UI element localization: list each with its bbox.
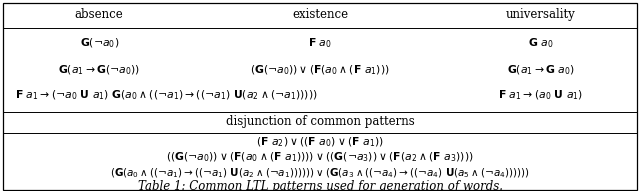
Text: Table 1: Common LTL patterns used for generation of words.: Table 1: Common LTL patterns used for ge… bbox=[138, 180, 502, 191]
Text: $\mathbf{G}(\neg a_0)$: $\mathbf{G}(\neg a_0)$ bbox=[79, 36, 119, 50]
Text: $\mathbf{G}\ a_0$: $\mathbf{G}\ a_0$ bbox=[528, 36, 554, 50]
Text: $\mathbf{G}(a_1 \to \mathbf{G}(\neg a_0))$: $\mathbf{G}(a_1 \to \mathbf{G}(\neg a_0)… bbox=[58, 63, 140, 77]
Text: $((\mathbf{G}(\neg a_0)) \vee (\mathbf{F}(a_0 \wedge (\mathbf{F}\ a_1)))) \vee (: $((\mathbf{G}(\neg a_0)) \vee (\mathbf{F… bbox=[166, 151, 474, 164]
Text: $(\mathbf{F}\ a_2) \vee ((\mathbf{F}\ a_0) \vee (\mathbf{F}\ a_1))$: $(\mathbf{F}\ a_2) \vee ((\mathbf{F}\ a_… bbox=[256, 135, 384, 149]
Polygon shape bbox=[3, 3, 637, 190]
Text: $\mathbf{G}(a_1 \to \mathbf{G}\ a_0)$: $\mathbf{G}(a_1 \to \mathbf{G}\ a_0)$ bbox=[507, 63, 575, 77]
Text: universality: universality bbox=[506, 8, 575, 21]
Text: $\mathbf{F}\ a_1 \to (\neg a_0\ \mathbf{U}\ a_1)\ \mathbf{G}(a_0 \wedge ((\neg a: $\mathbf{F}\ a_1 \to (\neg a_0\ \mathbf{… bbox=[15, 89, 317, 102]
Text: $(\mathbf{G}(\neg a_0)) \vee (\mathbf{F}(a_0 \wedge (\mathbf{F}\ a_1)))$: $(\mathbf{G}(\neg a_0)) \vee (\mathbf{F}… bbox=[250, 63, 390, 77]
Text: $\mathbf{F}\ a_1 \to (a_0\ \mathbf{U}\ a_1)$: $\mathbf{F}\ a_1 \to (a_0\ \mathbf{U}\ a… bbox=[498, 89, 584, 102]
Text: $\mathbf{F}\ a_0$: $\mathbf{F}\ a_0$ bbox=[308, 36, 332, 50]
Text: absence: absence bbox=[75, 8, 124, 21]
Text: $(\mathbf{G}(a_0 \wedge ((\neg a_1) \to ((\neg a_1)\ \mathbf{U}(a_2 \wedge (\neg: $(\mathbf{G}(a_0 \wedge ((\neg a_1) \to … bbox=[110, 166, 530, 180]
Text: existence: existence bbox=[292, 8, 348, 21]
Text: disjunction of common patterns: disjunction of common patterns bbox=[226, 115, 414, 128]
